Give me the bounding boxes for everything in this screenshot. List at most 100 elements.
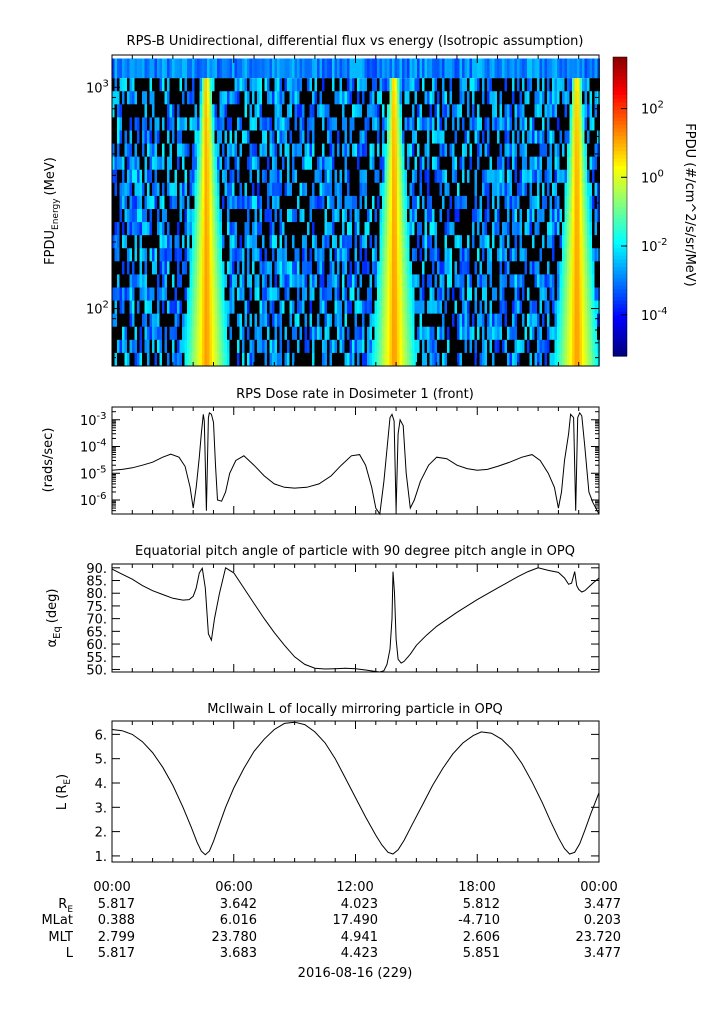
heatmap-cell (232, 143, 235, 158)
heatmap-cell (544, 143, 548, 158)
heatmap-cell (424, 326, 428, 341)
heatmap-cell (332, 91, 335, 105)
heatmap-cell (397, 326, 400, 341)
heatmap-cell (409, 104, 413, 118)
heatmap-cell (309, 261, 313, 275)
heatmap-cell (444, 339, 448, 354)
heatmap-cell (552, 78, 555, 92)
colorbar-segment (613, 337, 627, 342)
heatmap-cell (177, 58, 180, 79)
heatmap-cell (414, 169, 418, 184)
heatmap-cell (264, 352, 268, 367)
heatmap-cell (502, 195, 505, 210)
heatmap-cell (184, 104, 188, 118)
heatmap-cell (322, 78, 325, 92)
heatmap-cell (354, 339, 358, 354)
heatmap-cell (442, 143, 445, 158)
heatmap-cell (164, 58, 168, 79)
heatmap-cell (342, 326, 345, 341)
heatmap-cell (519, 209, 523, 223)
heatmap-cell (309, 195, 313, 210)
y-tick-label: 55. (86, 651, 107, 666)
heatmap-cell (342, 156, 345, 171)
heatmap-cell (292, 326, 295, 341)
heatmap-cell (362, 78, 365, 92)
heatmap-cell (594, 313, 598, 328)
heatmap-cell (154, 274, 158, 289)
heatmap-cell (322, 235, 325, 249)
heatmap-cell (532, 274, 535, 289)
heatmap-cell (264, 58, 268, 79)
heatmap-cell (534, 300, 538, 315)
heatmap-cell (144, 248, 148, 262)
heatmap-cell (437, 209, 440, 223)
pitch-y-label: αEq(deg) (45, 589, 63, 648)
heatmap-cell (507, 235, 510, 249)
heatmap-cell (389, 300, 393, 315)
colorbar-segment (613, 172, 627, 178)
heatmap-cell (439, 78, 443, 92)
heatmap-cell (489, 104, 493, 118)
heatmap-cell (152, 130, 155, 145)
heatmap-cell (504, 143, 508, 158)
heatmap-cell (427, 169, 430, 184)
heatmap-cell (574, 91, 578, 105)
heatmap-cell (424, 352, 428, 367)
heatmap-cell (587, 156, 590, 171)
heatmap-cell (209, 104, 213, 118)
heatmap-cell (567, 261, 570, 275)
heatmap-cell (554, 104, 558, 118)
heatmap-cell (479, 78, 483, 92)
heatmap-cell (272, 235, 275, 249)
heatmap-cell (527, 58, 530, 79)
heatmap-cell (447, 287, 450, 302)
heatmap-cell (412, 261, 415, 275)
heatmap-cell (459, 117, 463, 132)
heatmap-cell (402, 339, 405, 354)
y-tick-label: 1. (95, 850, 107, 865)
heatmap-cell (402, 248, 405, 262)
heatmap-cell (452, 130, 455, 145)
heatmap-cell (487, 117, 490, 132)
heatmap-cell (592, 209, 595, 223)
heatmap-cell (172, 143, 175, 158)
heatmap-cell (369, 182, 373, 197)
heatmap-cell (474, 209, 478, 223)
heatmap-cell (572, 222, 575, 236)
heatmap-cell (589, 143, 593, 158)
heatmap-cell (304, 313, 308, 328)
heatmap-cell (394, 182, 398, 197)
heatmap-cell (469, 182, 473, 197)
heatmap-cell (422, 91, 425, 105)
heatmap-cell (557, 326, 560, 341)
heatmap-cell (194, 78, 198, 92)
heatmap-cell (259, 58, 263, 79)
heatmap-cell (112, 300, 115, 315)
heatmap-cell (254, 91, 258, 105)
heatmap-cell (122, 287, 125, 302)
heatmap-cell (314, 143, 318, 158)
heatmap-cell (399, 339, 403, 354)
heatmap-cell (232, 169, 235, 184)
heatmap-cell (464, 248, 468, 262)
heatmap-cell (547, 313, 550, 328)
heatmap-cell (414, 222, 418, 236)
colorbar-segment (613, 75, 627, 81)
heatmap-cell (252, 222, 255, 236)
heatmap-cell (589, 169, 593, 184)
heatmap-cell (567, 169, 570, 184)
heatmap-cell (452, 117, 455, 132)
heatmap-cell (427, 104, 430, 118)
heatmap-cell (442, 339, 445, 354)
heatmap-cell (567, 235, 570, 249)
heatmap-cell (524, 326, 528, 341)
heatmap-cell (389, 130, 393, 145)
heatmap-cell (124, 235, 128, 249)
heatmap-cell (432, 287, 435, 302)
heatmap-cell (384, 91, 388, 105)
heatmap-cell (132, 352, 135, 367)
heatmap-cell (122, 209, 125, 223)
heatmap-cell (499, 182, 503, 197)
heatmap-cell (569, 313, 573, 328)
heatmap-cell (124, 169, 128, 184)
